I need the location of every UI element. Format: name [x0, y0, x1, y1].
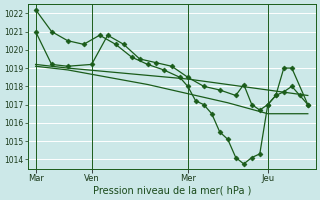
X-axis label: Pression niveau de la mer( hPa ): Pression niveau de la mer( hPa ): [92, 186, 251, 196]
